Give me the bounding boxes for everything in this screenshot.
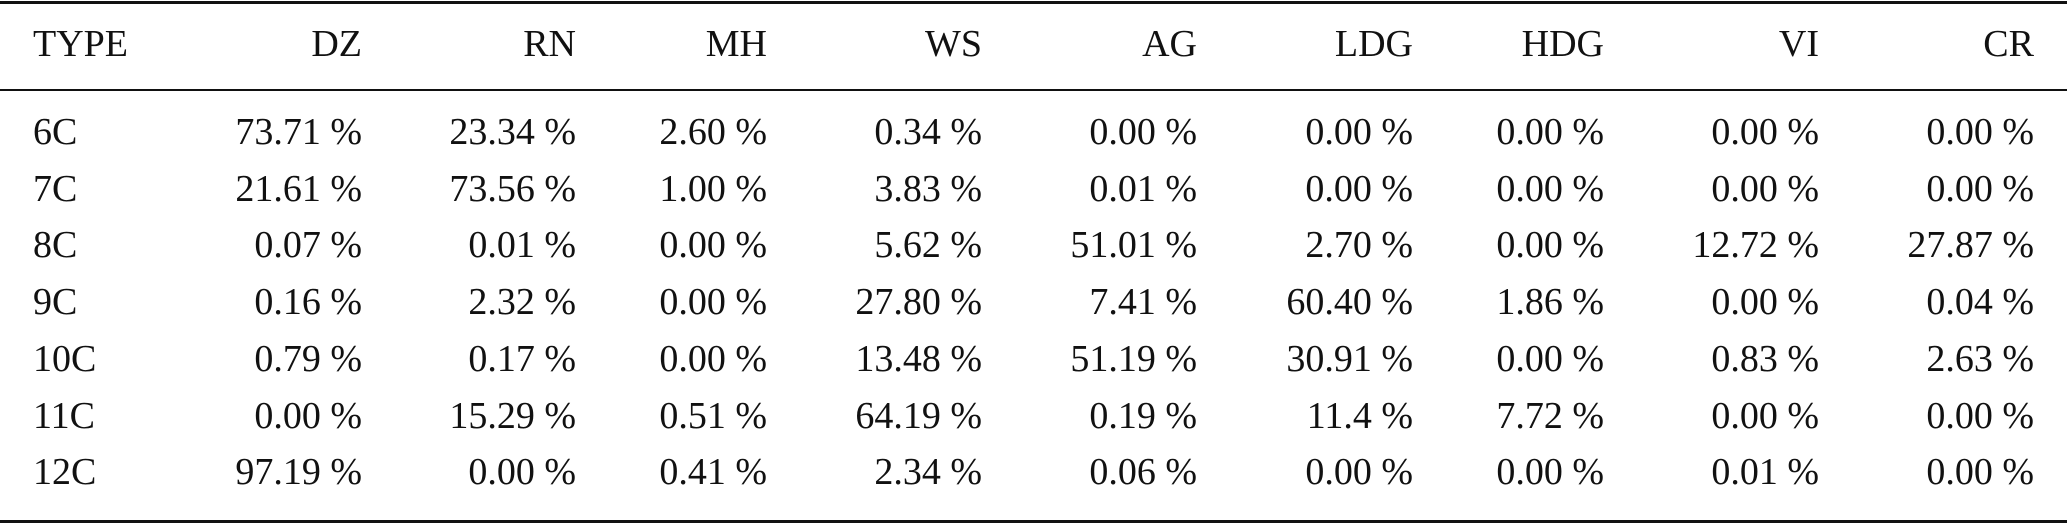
- header-cell: DZ: [311, 23, 362, 65]
- mid-rule: [0, 89, 2067, 91]
- table-cell: 0.00 %: [1089, 111, 1197, 153]
- header-cell: HDG: [1521, 23, 1604, 65]
- table-cell: 0.00 %: [1926, 394, 2034, 437]
- table-cell: 23.34 %: [449, 111, 576, 153]
- table-cell: 7.72 %: [1496, 394, 1604, 437]
- table-cell: 0.00 %: [1711, 167, 1819, 210]
- table-cell: 0.17 %: [468, 337, 576, 380]
- table-cell: 51.01 %: [1070, 224, 1197, 267]
- table-cell: 73.71 %: [235, 111, 362, 153]
- table-cell: 64.19 %: [855, 394, 982, 437]
- table-cell: 2.60 %: [659, 111, 767, 153]
- table-cell: 30.91 %: [1286, 337, 1413, 380]
- table-cell: 0.07 %: [254, 224, 362, 267]
- row-label: 11C: [33, 394, 95, 437]
- table-cell: 0.00 %: [659, 337, 767, 380]
- top-rule: [0, 1, 2067, 4]
- header-cell: RN: [523, 23, 576, 65]
- table-cell: 0.51 %: [659, 394, 767, 437]
- table-cell: 0.00 %: [1305, 451, 1413, 494]
- table-cell: 0.00 %: [1496, 224, 1604, 267]
- table-cell: 51.19 %: [1070, 337, 1197, 380]
- table-cell: 73.56 %: [449, 167, 576, 210]
- table-cell: 3.83 %: [874, 167, 982, 210]
- header-cell: AG: [1142, 23, 1197, 65]
- table-cell: 0.19 %: [1089, 394, 1197, 437]
- table-cell: 0.06 %: [1089, 451, 1197, 494]
- table-cell: 0.00 %: [1496, 167, 1604, 210]
- table-cell: 0.01 %: [1711, 451, 1819, 494]
- table-cell: 2.63 %: [1926, 337, 2034, 380]
- table-cell: 15.29 %: [449, 394, 576, 437]
- table-cell: 2.34 %: [874, 451, 982, 494]
- table-cell: 0.79 %: [254, 337, 362, 380]
- table-cell: 0.00 %: [1926, 451, 2034, 494]
- bottom-rule: [0, 520, 2067, 523]
- table-cell: 0.01 %: [468, 224, 576, 267]
- row-label: 12C: [33, 451, 97, 494]
- table-cell: 0.00 %: [1926, 167, 2034, 210]
- row-label: 7C: [33, 167, 78, 210]
- table-cell: 0.00 %: [468, 451, 576, 494]
- table-cell: 0.83 %: [1711, 337, 1819, 380]
- header-cell: CR: [1983, 23, 2034, 65]
- table-cell: 1.86 %: [1496, 281, 1604, 324]
- table-cell: 1.00 %: [659, 167, 767, 210]
- table-cell: 97.19 %: [235, 451, 362, 494]
- table-cell: 0.00 %: [1305, 111, 1413, 153]
- table-cell: 0.00 %: [254, 394, 362, 437]
- table-cell: 0.00 %: [1496, 451, 1604, 494]
- table-cell: 0.00 %: [1711, 394, 1819, 437]
- header-cell: WS: [925, 23, 982, 65]
- table-cell: 27.87 %: [1907, 224, 2034, 267]
- table-cell: 7.41 %: [1089, 281, 1197, 324]
- table-cell: 0.00 %: [1496, 337, 1604, 380]
- header-cell: LDG: [1334, 23, 1413, 65]
- table-cell: 0.00 %: [1926, 111, 2034, 153]
- table-cell: 2.70 %: [1305, 224, 1413, 267]
- table-cell: 5.62 %: [874, 224, 982, 267]
- table-cell: 27.80 %: [855, 281, 982, 324]
- table-cell: 0.00 %: [1305, 167, 1413, 210]
- table-cell: 0.34 %: [874, 111, 982, 153]
- row-label: 8C: [33, 224, 78, 267]
- header-cell: TYPE: [33, 23, 128, 65]
- table-cell: 13.48 %: [855, 337, 982, 380]
- table-cell: 0.01 %: [1089, 167, 1197, 210]
- table-cell: 0.00 %: [1711, 281, 1819, 324]
- table-cell: 60.40 %: [1286, 281, 1413, 324]
- table-cell: 0.00 %: [659, 224, 767, 267]
- table-cell: 11.4 %: [1306, 394, 1413, 437]
- table-cell: 12.72 %: [1692, 224, 1819, 267]
- table-cell: 0.41 %: [659, 451, 767, 494]
- table-cell: 0.04 %: [1926, 281, 2034, 324]
- table-cell: 21.61 %: [235, 167, 362, 210]
- table-cell: 0.00 %: [1711, 111, 1819, 153]
- row-label: 9C: [33, 281, 78, 324]
- header-cell: MH: [705, 23, 767, 65]
- table-cell: 0.00 %: [659, 281, 767, 324]
- table-cell: 0.00 %: [1496, 111, 1604, 153]
- row-label: 6C: [33, 111, 78, 153]
- table-cell: 2.32 %: [468, 281, 576, 324]
- table-cell: 0.16 %: [254, 281, 362, 324]
- row-label: 10C: [33, 337, 97, 380]
- header-cell: VI: [1778, 23, 1819, 65]
